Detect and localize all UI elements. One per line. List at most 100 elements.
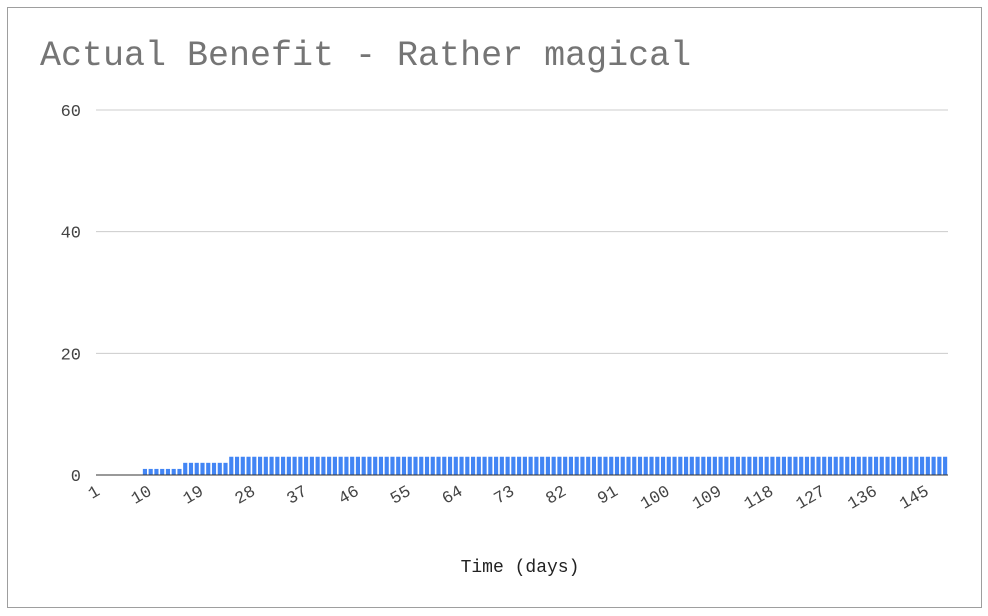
- bar-segment: [937, 456, 942, 475]
- bar-segment: [891, 456, 896, 475]
- bar-segment: [511, 456, 516, 475]
- bar-segment: [188, 462, 194, 475]
- x-tick-label: 37: [284, 483, 311, 510]
- bar-segment: [419, 456, 424, 475]
- bar-segment: [850, 456, 856, 475]
- bar-segment: [223, 462, 228, 475]
- bar-segment: [816, 456, 821, 475]
- bar-segment: [321, 456, 326, 475]
- bar-segment: [614, 456, 620, 475]
- bar-segment: [142, 468, 147, 475]
- x-tick-label: 109: [690, 483, 726, 515]
- bar-segment: [476, 456, 481, 475]
- bar-segment: [804, 456, 810, 475]
- bar-segment: [908, 456, 913, 475]
- bar-segment: [517, 456, 522, 475]
- y-tick-labels: 0 20 40 60: [61, 103, 81, 487]
- bar-segment: [315, 456, 320, 475]
- bar-segment: [269, 456, 274, 475]
- bar-segment: [943, 456, 948, 475]
- bar-segment: [471, 456, 476, 475]
- chart-title: Actual Benefit - Rather magical: [40, 36, 692, 76]
- bar-segment: [499, 456, 504, 475]
- x-tick-label: 64: [439, 483, 466, 510]
- bar-segment: [373, 456, 378, 475]
- bar-segment: [494, 456, 499, 475]
- bar-segment: [160, 468, 165, 475]
- bar-segment: [568, 456, 573, 475]
- bar-segment: [764, 456, 769, 475]
- bar-segment: [563, 456, 568, 475]
- bar-segment: [505, 456, 510, 475]
- bar-segment: [931, 456, 936, 475]
- bar-segment: [384, 456, 389, 475]
- bar-segment: [488, 456, 493, 475]
- bar-segment: [718, 456, 723, 475]
- bar-segment: [304, 456, 309, 475]
- bar-segment: [620, 456, 625, 475]
- bar-segment: [396, 456, 401, 475]
- bar-segment: [200, 462, 205, 475]
- bar-segment: [643, 456, 648, 475]
- bar-segment: [263, 456, 268, 475]
- bar-segment: [637, 456, 643, 475]
- bar-segment: [344, 456, 349, 475]
- bar-segment: [465, 456, 470, 475]
- bar-segment: [258, 456, 263, 475]
- bar-segment: [856, 456, 861, 475]
- bar-segment: [540, 456, 545, 475]
- bar-segment: [350, 456, 355, 475]
- bar-segment: [252, 456, 257, 475]
- bar-segment: [246, 456, 251, 475]
- x-tick-label: 136: [845, 483, 881, 515]
- bar-segment: [787, 456, 792, 475]
- bar-segment: [701, 456, 706, 475]
- x-tick-label: 100: [638, 483, 674, 515]
- bar-segment: [822, 456, 827, 475]
- bar-segment: [753, 456, 758, 475]
- x-tick-label: 145: [897, 483, 933, 515]
- gridlines: [96, 109, 948, 354]
- bar-segment: [367, 456, 372, 475]
- bar-segment: [781, 456, 786, 475]
- bar-segment: [580, 456, 585, 475]
- bar-segment: [286, 456, 291, 475]
- bar-segment: [338, 456, 343, 475]
- bar-segment: [689, 456, 694, 475]
- x-tick-label: 28: [232, 483, 259, 510]
- bar-segment: [672, 456, 677, 475]
- bar-segment: [741, 456, 746, 475]
- x-axis-title: Time (days): [461, 558, 580, 578]
- bar-segment: [482, 456, 487, 475]
- bar-segment: [885, 456, 890, 475]
- bar-series: [142, 456, 948, 475]
- bar-segment: [413, 456, 418, 475]
- bar-segment: [902, 456, 907, 475]
- bar-segment: [868, 456, 873, 475]
- bar-segment: [845, 456, 850, 475]
- bar-segment: [281, 456, 286, 475]
- bar-segment: [234, 456, 240, 475]
- bar-segment: [660, 456, 666, 475]
- bar-segment: [557, 456, 562, 475]
- bar-segment: [309, 456, 314, 475]
- bar-segment: [695, 456, 700, 475]
- bar-segment: [712, 456, 717, 475]
- bar-segment: [747, 456, 752, 475]
- bar-segment: [206, 462, 211, 475]
- bar-segment: [447, 456, 453, 475]
- bar-segment: [827, 456, 833, 475]
- bar-segment: [799, 456, 804, 475]
- bar-segment: [401, 456, 407, 475]
- bar-segment: [171, 468, 176, 475]
- x-tick-label: 82: [543, 483, 570, 510]
- bar-segment: [758, 456, 763, 475]
- bar-segment: [724, 456, 729, 475]
- bar-segment: [833, 456, 838, 475]
- y-tick-label: 60: [61, 103, 81, 122]
- bar-segment: [442, 456, 447, 475]
- bar-segment: [793, 456, 798, 475]
- bar-segment: [730, 456, 735, 475]
- bar-segment: [275, 456, 280, 475]
- y-tick-label: 20: [61, 346, 81, 365]
